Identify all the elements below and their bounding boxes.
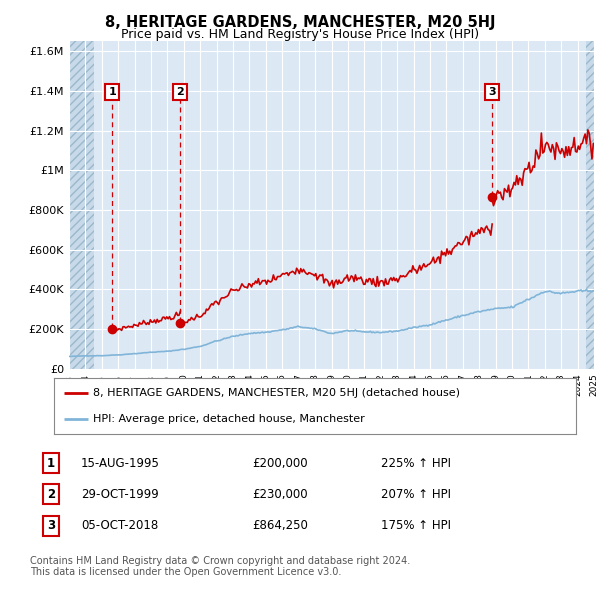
Text: 1: 1 [47, 457, 55, 470]
Text: £864,250: £864,250 [252, 519, 308, 532]
Text: 15-AUG-1995: 15-AUG-1995 [81, 457, 160, 470]
Text: 207% ↑ HPI: 207% ↑ HPI [381, 488, 451, 501]
Text: 8, HERITAGE GARDENS, MANCHESTER, M20 5HJ: 8, HERITAGE GARDENS, MANCHESTER, M20 5HJ [105, 15, 495, 30]
Text: £200,000: £200,000 [252, 457, 308, 470]
Text: 2: 2 [47, 488, 55, 501]
Text: 225% ↑ HPI: 225% ↑ HPI [381, 457, 451, 470]
Text: Contains HM Land Registry data © Crown copyright and database right 2024.
This d: Contains HM Land Registry data © Crown c… [30, 556, 410, 578]
Text: £230,000: £230,000 [252, 488, 308, 501]
Text: 3: 3 [47, 519, 55, 532]
Text: 2: 2 [176, 87, 184, 97]
Text: 3: 3 [488, 87, 496, 97]
Text: 1: 1 [108, 87, 116, 97]
Text: 05-OCT-2018: 05-OCT-2018 [81, 519, 158, 532]
Text: Price paid vs. HM Land Registry's House Price Index (HPI): Price paid vs. HM Land Registry's House … [121, 28, 479, 41]
Bar [69, 41, 94, 369]
Text: 175% ↑ HPI: 175% ↑ HPI [381, 519, 451, 532]
Text: 8, HERITAGE GARDENS, MANCHESTER, M20 5HJ (detached house): 8, HERITAGE GARDENS, MANCHESTER, M20 5HJ… [93, 388, 460, 398]
Text: 29-OCT-1999: 29-OCT-1999 [81, 488, 159, 501]
Bar [586, 41, 594, 369]
Text: HPI: Average price, detached house, Manchester: HPI: Average price, detached house, Manc… [93, 414, 365, 424]
